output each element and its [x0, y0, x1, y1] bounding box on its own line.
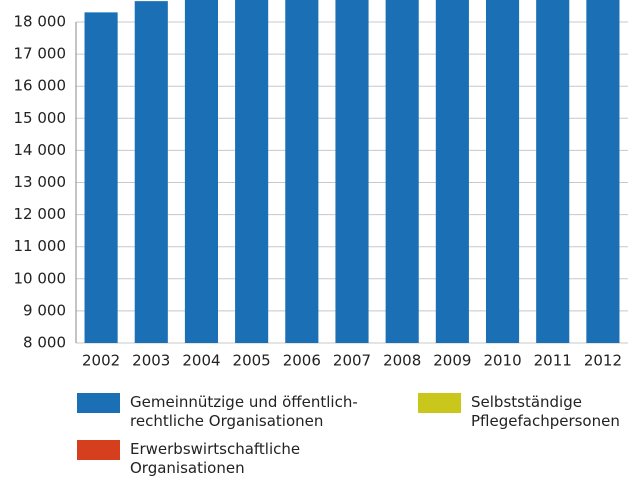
bar-segment	[385, 0, 419, 344]
y-tick-label: 12 000	[14, 205, 67, 223]
chart: 8 000 9 000 10 000 11 000 12 000 13 000 14 000…	[14, 0, 628, 370]
bar-segment	[586, 0, 620, 343]
bar-segment	[235, 0, 269, 343]
y-tick-label: 14 000	[14, 141, 67, 159]
bar-segment	[335, 0, 369, 344]
legend-item: Selbstständige Pflegefachpersonen	[418, 393, 632, 431]
y-tick-label: 11 000	[14, 237, 67, 255]
bar-segment	[435, 0, 469, 343]
x-tick-label: 2010	[483, 352, 521, 370]
legend-item: Gemeinnützige und öffentlich-rechtliche …	[77, 393, 380, 431]
y-tick-label: 17 000	[14, 45, 67, 63]
x-tick-label: 2002	[82, 352, 120, 370]
y-tick-label: 13 000	[14, 173, 67, 191]
x-tick-label: 2011	[534, 352, 572, 370]
bar-segment	[134, 1, 168, 343]
legend-label: Selbstständige Pflegefachpersonen	[471, 393, 620, 430]
y-tick-label: 15 000	[14, 109, 67, 127]
bar-segment	[84, 12, 118, 344]
bar-segment	[184, 0, 219, 343]
bar-segment	[536, 0, 570, 344]
x-tick-label: 2005	[233, 352, 271, 370]
legend-label: Gemeinnützige und öffentlich-rechtliche …	[130, 393, 358, 430]
legend-label: Erwerbswirtschaftliche Organisationen	[130, 440, 301, 477]
y-tick-label: 18 000	[14, 13, 67, 31]
x-tick-label: 2007	[333, 352, 371, 370]
legend-swatch	[77, 393, 120, 413]
bar-segment	[285, 0, 319, 344]
x-tick-label: 2006	[283, 352, 321, 370]
y-tick-label: 10 000	[14, 269, 67, 287]
legend-swatch	[77, 440, 120, 460]
x-tick-label: 2008	[383, 352, 421, 370]
x-tick-label: 2004	[182, 352, 220, 370]
y-tick-label: 9 000	[23, 301, 66, 319]
x-tick-label: 2003	[132, 352, 170, 370]
x-tick-label: 2012	[584, 352, 622, 370]
y-tick-label: 16 000	[14, 77, 67, 95]
bar-segment	[485, 0, 520, 343]
y-tick-label: 8 000	[23, 334, 66, 352]
legend-swatch	[418, 393, 461, 413]
legend-item: Erwerbswirtschaftliche Organisationen	[77, 440, 380, 478]
x-tick-label: 2009	[433, 352, 471, 370]
